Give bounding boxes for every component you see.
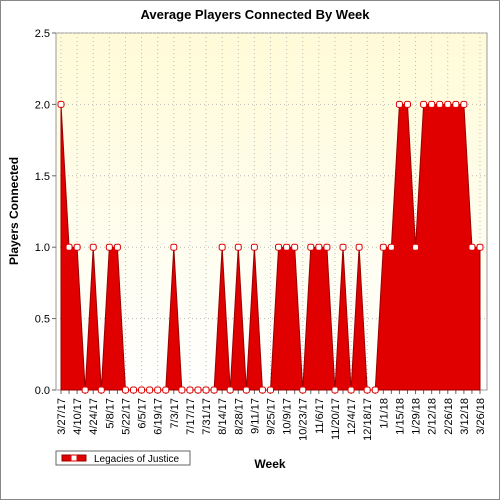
marker <box>476 243 484 251</box>
x-tick-label: 1/29/18 <box>411 398 423 435</box>
x-tick-label: 9/25/17 <box>266 398 278 435</box>
marker <box>121 386 129 394</box>
x-tick-label: 9/11/17 <box>249 398 261 434</box>
x-tick-label: 3/12/18 <box>459 398 471 435</box>
x-tick-label: 6/19/17 <box>153 398 165 435</box>
x-tick-label: 3/27/17 <box>56 398 68 435</box>
x-tick-label: 5/22/17 <box>120 398 132 435</box>
x-tick-label: 12/18/17 <box>362 398 374 441</box>
x-tick-label: 2/26/18 <box>443 398 455 435</box>
marker <box>89 243 97 251</box>
marker <box>452 100 460 108</box>
marker <box>210 386 218 394</box>
x-tick-label: 4/24/17 <box>88 398 100 435</box>
marker <box>468 243 476 251</box>
marker <box>65 243 73 251</box>
marker <box>178 386 186 394</box>
marker <box>202 386 210 394</box>
marker <box>73 243 81 251</box>
marker <box>403 100 411 108</box>
marker <box>242 386 250 394</box>
x-tick-label: 10/9/17 <box>282 398 294 435</box>
y-axis-title: Players Connected <box>7 157 21 265</box>
x-tick-label: 2/12/18 <box>427 398 439 435</box>
marker <box>57 100 65 108</box>
marker <box>363 386 371 394</box>
x-tick-label: 1/1/18 <box>378 398 390 429</box>
marker <box>315 243 323 251</box>
x-tick-label: 11/6/17 <box>314 398 326 434</box>
x-tick-label: 3/26/18 <box>475 398 487 435</box>
x-tick-label: 12/4/17 <box>346 398 358 435</box>
marker <box>162 386 170 394</box>
marker <box>170 243 178 251</box>
marker <box>146 386 154 394</box>
marker <box>307 243 315 251</box>
marker <box>97 386 105 394</box>
marker <box>291 243 299 251</box>
x-tick-label: 8/14/17 <box>217 398 229 435</box>
marker <box>331 386 339 394</box>
x-axis-title: Week <box>254 457 285 471</box>
legend-box <box>55 450 191 466</box>
x-tick-label: 7/17/17 <box>185 398 197 435</box>
marker <box>299 386 307 394</box>
chart-title: Average Players Connected By Week <box>140 7 370 22</box>
marker <box>226 386 234 394</box>
marker <box>444 100 452 108</box>
marker <box>347 386 355 394</box>
marker <box>323 243 331 251</box>
y-tick-label: 0.0 <box>35 385 50 397</box>
x-tick-label: 11/20/17 <box>330 398 342 440</box>
marker <box>258 386 266 394</box>
legend-marker <box>70 454 78 462</box>
legend-label: Legacies of Justice <box>94 454 179 465</box>
marker <box>113 243 121 251</box>
marker <box>267 386 274 394</box>
marker <box>130 386 138 394</box>
x-tick-label: 5/8/17 <box>104 398 116 429</box>
x-tick-label: 7/3/17 <box>169 398 181 429</box>
marker <box>81 386 89 394</box>
y-tick-label: 1.0 <box>35 242 50 254</box>
marker <box>186 386 194 394</box>
marker <box>395 100 403 108</box>
y-tick-label: 1.5 <box>35 171 50 183</box>
marker <box>460 100 468 108</box>
marker <box>387 243 395 251</box>
marker <box>428 100 436 108</box>
marker <box>283 243 291 251</box>
y-tick-label: 0.5 <box>35 314 50 326</box>
x-tick-label: 7/31/17 <box>201 398 213 435</box>
marker <box>250 243 258 251</box>
marker <box>234 243 242 251</box>
marker <box>379 243 387 251</box>
marker <box>355 243 363 251</box>
x-tick-label: 1/15/18 <box>394 398 406 435</box>
y-tick-label: 2.5 <box>35 28 50 40</box>
marker <box>194 386 202 394</box>
marker <box>138 386 146 394</box>
marker <box>339 243 347 251</box>
marker <box>105 243 113 251</box>
y-tick-label: 2.0 <box>35 99 50 111</box>
x-tick-label: 10/23/17 <box>298 398 310 441</box>
x-tick-label: 8/28/17 <box>233 398 245 435</box>
marker <box>436 100 444 108</box>
marker <box>420 100 428 108</box>
marker <box>371 386 379 394</box>
x-tick-label: 6/5/17 <box>137 398 149 429</box>
marker <box>154 386 162 394</box>
marker <box>412 243 420 251</box>
marker <box>218 243 226 251</box>
marker <box>275 243 283 251</box>
x-tick-label: 4/10/17 <box>72 398 84 435</box>
